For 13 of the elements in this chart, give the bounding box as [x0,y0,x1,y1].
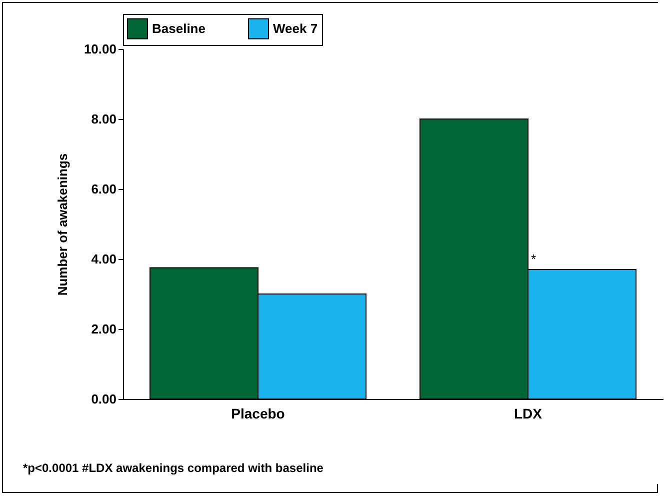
legend-label: Week 7 [273,20,318,36]
y-axis-title: Number of awakenings [54,153,70,296]
y-tick-label: 6.00 [91,182,116,196]
text: *p<0.0001 #LDX awakenings compared with baseline [23,461,324,475]
y-tick-label: 10.00 [84,42,116,56]
annotation: * [531,252,536,266]
x-tick-label: Placebo [231,406,285,422]
x-tick-label: LDX [514,406,543,422]
legend-label: Baseline [152,20,206,36]
y-tick-label: 0.00 [91,392,116,406]
y-tick-label: 2.00 [91,322,116,336]
y-tick-label: 4.00 [91,252,116,266]
y-tick-label: 8.00 [91,112,116,126]
